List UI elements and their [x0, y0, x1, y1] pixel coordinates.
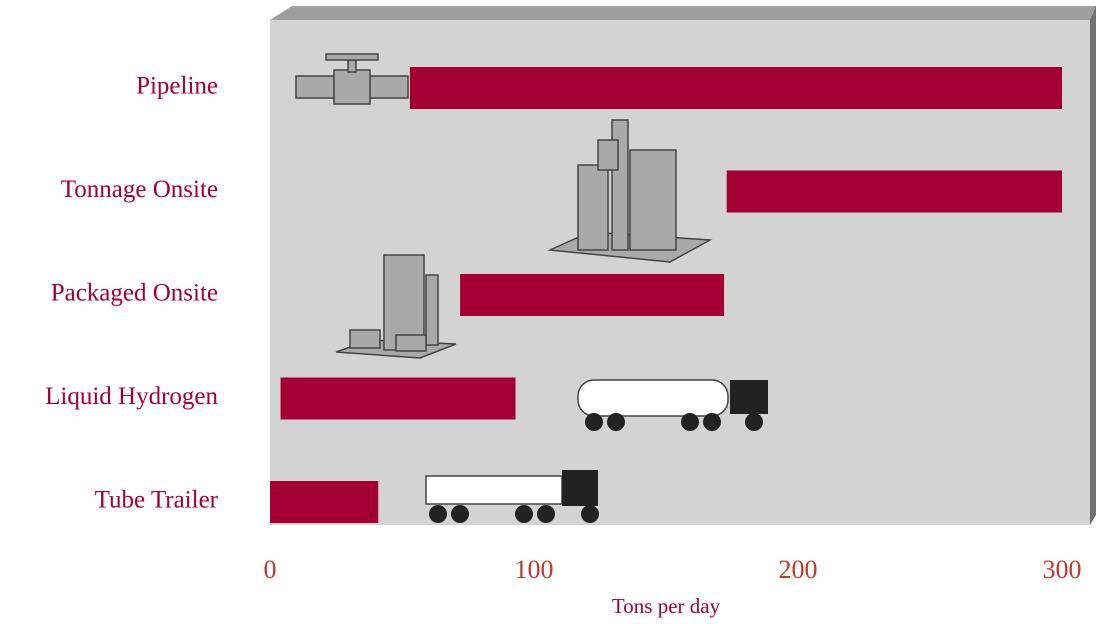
tube-trailer-icon [425, 470, 599, 523]
bar [270, 481, 379, 523]
tonnage-plant-icon [547, 119, 713, 263]
bar [280, 377, 516, 420]
x-tick-label: 100 [515, 555, 554, 584]
x-tick-label: 0 [264, 555, 277, 584]
category-label: Packaged Onsite [51, 280, 218, 307]
bar [726, 170, 1062, 213]
packaged-plant-icon [335, 254, 457, 359]
category-label: Liquid Hydrogen [45, 383, 218, 410]
x-tick-label: 300 [1043, 555, 1082, 584]
tanker-truck-icon [577, 379, 768, 431]
bar [460, 274, 725, 316]
bar [409, 67, 1062, 109]
category-label: Pipeline [136, 73, 218, 100]
x-tick-label: 200 [779, 555, 818, 584]
panel-side [1090, 6, 1096, 525]
panel-top [270, 6, 1096, 20]
x-axis-title: Tons per day [612, 594, 721, 618]
category-label: Tonnage Onsite [61, 176, 218, 203]
pipeline-icon [295, 53, 409, 105]
category-label: Tube Trailer [95, 487, 219, 514]
